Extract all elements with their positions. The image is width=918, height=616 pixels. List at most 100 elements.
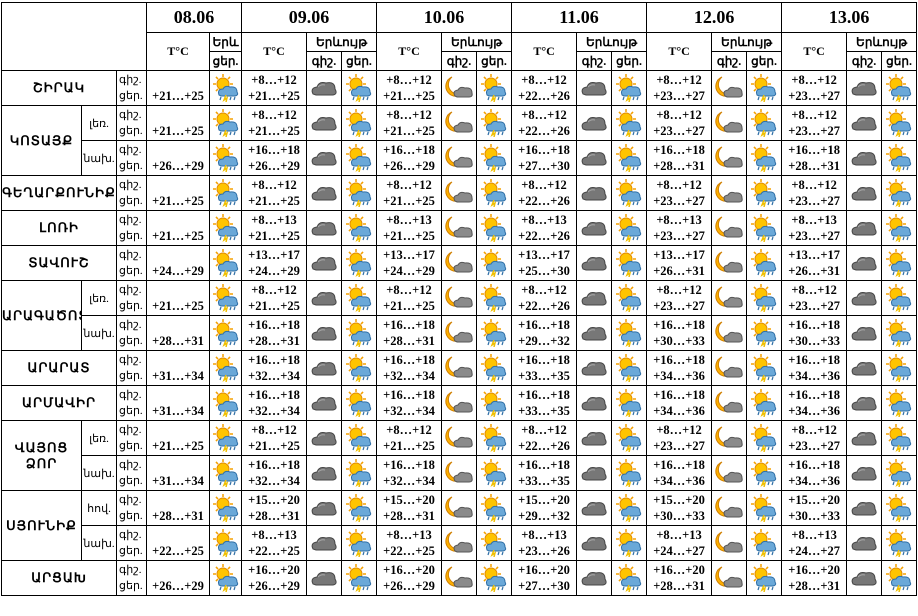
temperature: +8…+12 +23…+27: [646, 175, 713, 211]
spacer: [148, 212, 209, 228]
day-label: ցեր.: [119, 90, 143, 102]
temperature: +8…+13 +22…+25: [376, 525, 443, 561]
icon-cell: [476, 210, 513, 246]
day-label: ցեր.: [119, 370, 143, 382]
icon-cell: [576, 560, 613, 596]
weather-icon: [212, 249, 238, 277]
temperature: +31…+34: [146, 455, 211, 491]
icon-cell: [476, 560, 513, 596]
region-row: ՎԱՅՈՑ ՁՈՐ լեռ. գիշ. ցեր. +21…+25 +8…+12 +21…+2…: [1, 420, 918, 491]
icon-cell: [476, 70, 513, 106]
region-name: ՏԱՎՈՒՇ: [1, 245, 117, 281]
weather-icon: [715, 461, 743, 483]
weather-icon: [445, 356, 473, 378]
region-row: ԱՐԱԳԱԾՈՏՆլեռ.գիշ. ցեր. +21…+25 +8…+12 +21…+2…: [1, 280, 918, 351]
icon-cell: [341, 385, 378, 421]
day-temp: +28…+31: [383, 334, 435, 348]
night-temp: +16…+20: [518, 563, 570, 577]
weather-icon: [481, 494, 507, 522]
temp-header: T°C: [241, 32, 308, 71]
sub-region: լեռ.: [81, 105, 117, 141]
day-temp: +23…+26: [518, 544, 570, 558]
time-labels: գիշ. ցեր.: [115, 560, 148, 596]
weather-icon: [851, 432, 877, 446]
icon-cell: [441, 420, 478, 456]
icon-cell: [611, 315, 648, 351]
icon-cell: [306, 350, 343, 386]
date-header: 11.06: [511, 2, 648, 33]
weather-icon: [311, 467, 337, 481]
day-temp: +21…+25: [248, 439, 300, 453]
temperature: +8…+12 +23…+27: [781, 105, 848, 141]
day-temp: +22…+26: [518, 89, 570, 103]
weather-icon: [311, 82, 337, 96]
temperature: +8…+12 +22…+26: [511, 420, 578, 456]
icon-cell: [209, 280, 243, 316]
icon-cell: [711, 455, 748, 491]
time-labels: գիշ. ցեր.: [115, 455, 148, 491]
night-label: գիշ.: [119, 459, 142, 471]
temperature: +8…+13 +21…+25: [241, 210, 308, 246]
icon-cell: [341, 525, 378, 561]
icon-cell: [341, 70, 378, 106]
night-temp: +16…+18: [788, 458, 840, 472]
night-temp: +16…+18: [518, 143, 570, 157]
icon-cell: [746, 280, 783, 316]
sub-region: նախ.: [81, 315, 117, 351]
day-temp: +32…+34: [383, 474, 435, 488]
weather-icon: [311, 397, 337, 411]
day-temp: +28…+31: [653, 579, 705, 593]
weather-icon: [346, 179, 372, 207]
weather-icon: [445, 496, 473, 518]
weather-icon: [445, 216, 473, 238]
temperature: +8…+12 +23…+27: [781, 420, 848, 456]
icon-cell: [341, 420, 378, 456]
temperature: +15…+20 +30…+33: [646, 490, 713, 526]
weather-icon: [212, 179, 238, 207]
spacer: [148, 387, 209, 403]
night-temp: +16…+18: [788, 353, 840, 367]
region-row: նախ. գիշ. ցեր. +22…+25 +8…+13 +22…+25 +8…+13 +2…: [2, 525, 918, 561]
weather-icon: [751, 214, 777, 242]
icon-cell: [306, 210, 343, 246]
temperature: +13…+17 +24…+29: [376, 245, 443, 281]
night-temp: +8…+13: [386, 213, 432, 227]
night-label: գիշ.: [119, 354, 142, 366]
icon-cell: [881, 280, 918, 316]
temp-header: T°C: [376, 32, 443, 71]
icon-cell: [476, 350, 513, 386]
temperature: +31…+34: [146, 350, 211, 386]
temperature: +8…+12 +21…+25: [241, 175, 308, 211]
day-temp: +21…+25: [383, 89, 435, 103]
night-temp: +16…+18: [248, 318, 300, 332]
icon-cell: [846, 210, 883, 246]
day-temp: +22…+26: [518, 124, 570, 138]
night-label: գիշ.: [119, 284, 142, 296]
icon-cell: [209, 420, 243, 456]
temperature: +8…+13 +23…+27: [781, 210, 848, 246]
day-temp: +30…+33: [653, 334, 705, 348]
temperature: +16…+18 +26…+29: [241, 140, 308, 176]
region-row: ԳԵՂԱՐՔՈՒՆԻՔ գիշ. ցեր. +21…+25 +8…+12 +21…+25 +…: [1, 175, 918, 211]
sub-region: նախ.: [81, 525, 117, 561]
day-temp: +23…+27: [653, 439, 705, 453]
weather-icon: [751, 249, 777, 277]
weather-icon: [616, 424, 642, 452]
temperature: +8…+12 +22…+26: [511, 175, 578, 211]
weather-icon: [311, 222, 337, 236]
weather-icon: [851, 537, 877, 551]
temperature: +16…+18 +27…+30: [511, 140, 578, 176]
icon-cell: [441, 350, 478, 386]
icon-cell: [341, 175, 378, 211]
icon-cell: [746, 525, 783, 561]
night-label: գիշ.: [119, 249, 142, 261]
icon-cell: [306, 525, 343, 561]
day-temp: +26…+31: [653, 264, 705, 278]
icon-cell: [611, 385, 648, 421]
weather-icon: [346, 249, 372, 277]
temperature: +16…+18 +34…+36: [646, 350, 713, 386]
icon-cell: [306, 175, 343, 211]
day-temp: +21…+25: [152, 439, 204, 453]
day-temp: +21…+25: [152, 299, 204, 313]
weather-icon: [851, 187, 877, 201]
